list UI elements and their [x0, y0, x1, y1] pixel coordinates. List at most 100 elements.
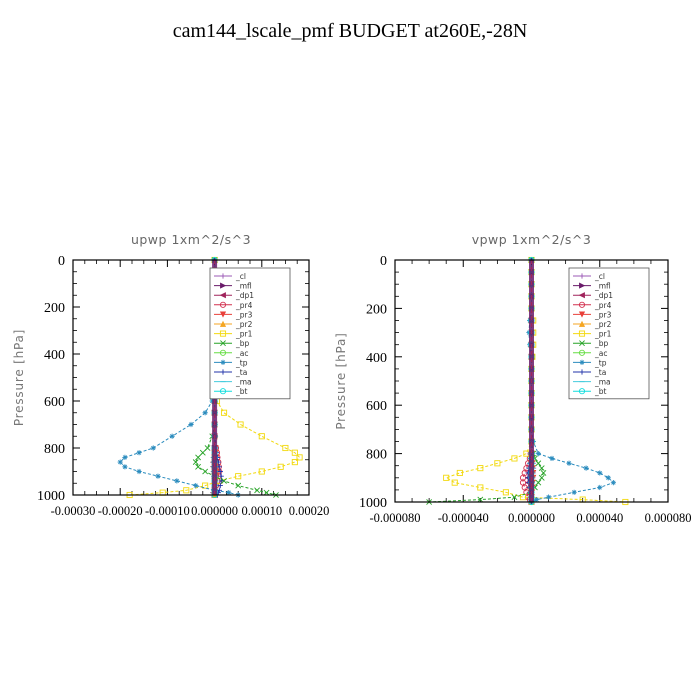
series-point-pr1: [502, 489, 509, 496]
series-point-pr1: [296, 454, 303, 461]
series-point-bp: [195, 454, 201, 461]
series-point-tp: [549, 455, 555, 462]
legend-label: _pr4: [594, 301, 612, 310]
legend-label: _ta: [594, 368, 606, 377]
legend-marker: [219, 311, 227, 318]
series-point-tp: [155, 473, 161, 479]
legend-marker: [579, 282, 586, 289]
chart-title: vpwp 1xm^2/s^3: [472, 232, 592, 247]
series-point-tp: [188, 421, 194, 428]
page-title: cam144_lscale_pmf BUDGET at260E,-28N: [172, 20, 528, 42]
legend-label: _dp1: [594, 291, 613, 300]
legend-label: _mfl: [594, 282, 611, 291]
series-point-pr1: [277, 463, 284, 470]
series-point-bp: [192, 459, 199, 466]
y-tick-label: 400: [44, 348, 65, 363]
series-point-pr1: [282, 444, 289, 452]
series-point-bp: [199, 449, 206, 456]
plot-frame: [72, 259, 310, 496]
series-point-bp: [535, 460, 542, 467]
legend-marker: [578, 320, 586, 327]
legend-marker: [579, 340, 585, 347]
y-tick-label: 1000: [37, 489, 65, 504]
y-tick-label: 600: [44, 395, 65, 410]
series-point-tp: [610, 480, 616, 486]
series-line-pr1: [444, 260, 626, 503]
series-point-tp: [136, 468, 142, 475]
series-point-tp: [583, 465, 589, 471]
series-point-tp: [597, 470, 603, 476]
legend-label: _tp: [594, 358, 607, 367]
series-point-bp: [195, 463, 201, 470]
y-tick-label: 400: [366, 351, 387, 366]
chart-title: upwp 1xm^2/s^3: [131, 232, 251, 247]
series-point-bp: [538, 465, 545, 472]
legend: _cl_mfl_dp1_pr4_pr3_pr2_pr1_bp_ac_tp_ta_…: [568, 267, 650, 400]
series-point-pr1: [258, 433, 265, 440]
legend-marker: [579, 359, 585, 365]
legend-label: _bp: [594, 339, 609, 348]
series-point-tp: [202, 410, 208, 416]
series-point-bp: [254, 487, 260, 494]
legend-label: _pr3: [235, 310, 253, 319]
series-point-bp: [511, 494, 518, 501]
legend-label: _ma: [594, 378, 611, 387]
series-point-bp: [538, 474, 545, 481]
y-tick-label: 200: [44, 301, 65, 316]
series-point-bp: [477, 496, 484, 503]
y-tick-label: 800: [44, 442, 65, 457]
series-point-tp: [174, 478, 180, 484]
series-point-pr1: [477, 484, 484, 491]
legend-marker: [578, 292, 585, 299]
legend-label: _mfl: [235, 282, 252, 291]
series-point-pr1: [451, 479, 458, 486]
plot-frame: [394, 259, 669, 503]
series-point-pr1: [183, 487, 190, 494]
legend-label: _ac: [235, 349, 248, 358]
legend-marker: [220, 273, 226, 279]
series-point-tp: [193, 483, 199, 489]
series-point-pr1: [202, 482, 209, 489]
legend-label: _bt: [235, 387, 248, 396]
legend-marker: [220, 282, 227, 289]
series-point-bp: [221, 477, 227, 484]
legend-marker: [220, 369, 226, 375]
series-point-tp: [566, 460, 572, 466]
series-point-bp: [540, 470, 547, 476]
legend: _cl_mfl_dp1_pr4_pr3_pr2_pr1_bp_ac_tp_ta_…: [209, 267, 291, 400]
series-point-tp: [226, 490, 232, 496]
series-point-tp: [571, 489, 577, 495]
series-point-pr1: [220, 409, 228, 416]
series-point-ta: [217, 468, 223, 475]
y-tick-label: 0: [380, 254, 387, 269]
series-point-bp: [202, 468, 209, 475]
x-tick-label: -0.000080: [369, 511, 420, 525]
legend-label: _bt: [594, 387, 607, 396]
y-axis-label: Pressure [hPa]: [334, 332, 348, 429]
series-point-pr1: [511, 455, 518, 462]
series-point-bp: [204, 445, 211, 451]
x-tick-label: 0.000000: [191, 504, 238, 518]
x-tick-label: 0.00020: [289, 504, 330, 518]
legend-marker: [219, 388, 227, 395]
legend-label: _pr2: [235, 320, 253, 329]
series-point-bp: [263, 489, 270, 496]
x-tick-label: 0.000080: [645, 511, 692, 525]
series-point-bp: [535, 479, 542, 486]
legend-label: _pr3: [594, 310, 612, 319]
legend-marker: [578, 301, 586, 308]
y-tick-label: 200: [366, 302, 387, 317]
legend-label: _bp: [235, 339, 250, 348]
chart-panel-2: vpwp 1xm^2/s^3 Pressure [hPa] 0 200 400 600 80…: [334, 232, 691, 525]
legend-marker: [579, 273, 585, 279]
series-point-bp: [235, 482, 242, 489]
series-point-tp: [597, 484, 603, 491]
legend-marker: [578, 349, 586, 356]
series-point-ta: [218, 478, 224, 484]
legend-marker: [220, 340, 226, 347]
legend-marker: [219, 349, 227, 356]
legend-marker: [219, 330, 227, 337]
series-point-ta: [217, 483, 223, 489]
y-tick-label: 1000: [359, 496, 387, 511]
